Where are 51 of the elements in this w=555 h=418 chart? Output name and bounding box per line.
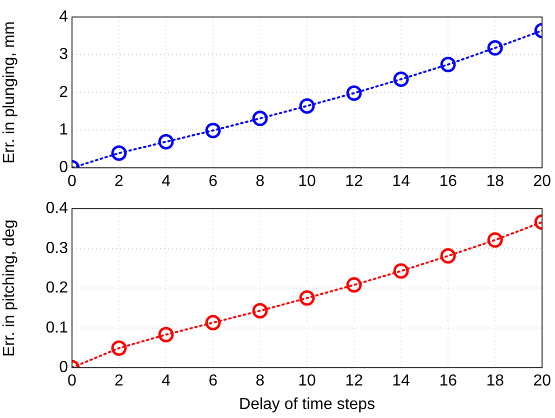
x-tick-label: 6 <box>208 172 218 190</box>
x-tick-label: 14 <box>392 372 410 390</box>
y-tick-label: 0.3 <box>46 240 68 257</box>
y-tick-label: 3 <box>59 46 68 64</box>
x-tick-label: 16 <box>439 172 458 190</box>
x-tick-label: 18 <box>486 372 504 390</box>
x-tick-label: 12 <box>345 172 364 190</box>
point <box>299 98 315 114</box>
y-axis-title: Err. in pitching, deg <box>1 220 18 357</box>
x-tick-label: 8 <box>256 372 265 390</box>
x-tick-label: 16 <box>439 372 458 390</box>
x-tick-label: 18 <box>486 172 504 190</box>
point <box>487 232 503 248</box>
y-tick-label: 0.4 <box>46 200 68 218</box>
x-tick-label: 14 <box>392 172 410 190</box>
point <box>440 56 456 72</box>
y-tick-label: 4 <box>59 8 68 26</box>
x-tick-label: 10 <box>298 372 316 390</box>
y-tick-label: 0.1 <box>46 319 68 336</box>
x-tick-label: 12 <box>345 372 364 390</box>
point <box>205 314 221 330</box>
point <box>487 40 503 56</box>
point <box>393 71 409 87</box>
point <box>393 263 409 279</box>
y-tick-label: 0 <box>59 359 68 376</box>
y-axis-title: Err. in plunging, mm <box>1 21 18 164</box>
x-tick-label: 10 <box>298 172 316 190</box>
point <box>299 290 315 306</box>
point <box>252 303 268 319</box>
x-tick-label: 8 <box>256 172 265 190</box>
point <box>111 145 127 161</box>
point <box>111 340 127 356</box>
y-tick-label: 0.2 <box>46 280 68 297</box>
point <box>346 85 362 101</box>
x-tick-label: 20 <box>533 372 552 390</box>
point <box>252 110 268 126</box>
point <box>158 134 174 150</box>
x-axis-title: Delay of time steps <box>239 396 376 413</box>
x-tick-label: 6 <box>208 372 218 390</box>
x-tick-label: 2 <box>114 372 124 390</box>
point <box>205 122 221 138</box>
x-tick-label: 4 <box>162 172 171 190</box>
x-tick-label: 4 <box>162 372 171 390</box>
x-tick-label: 2 <box>114 172 124 190</box>
y-tick-label: 2 <box>59 84 68 101</box>
point <box>346 277 362 293</box>
y-tick-label: 1 <box>59 122 68 139</box>
point <box>158 326 174 342</box>
x-tick-label: 20 <box>533 172 552 190</box>
point <box>440 248 456 264</box>
y-tick-label: 0 <box>59 159 68 176</box>
